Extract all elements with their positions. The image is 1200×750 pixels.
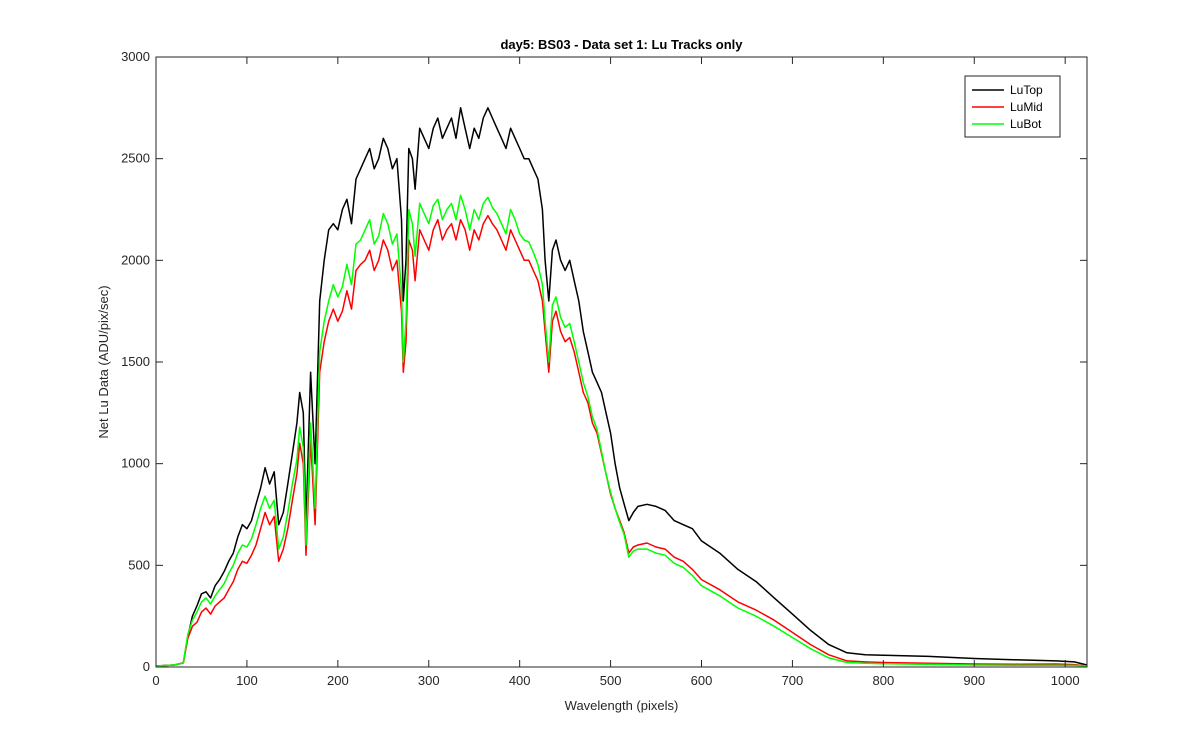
- series-line-lutop: [155, 107, 1088, 667]
- x-axis-label: Wavelength (pixels): [565, 698, 679, 713]
- x-tick-label: 0: [152, 673, 159, 688]
- legend-items: LuTop LuMid LuBot: [972, 83, 1043, 131]
- series-line-lumid: [155, 214, 1088, 667]
- chart-title: day5: BS03 - Data set 1: Lu Tracks only: [500, 37, 743, 52]
- y-tick-label: 1000: [121, 456, 150, 471]
- x-tick-label: 400: [509, 673, 531, 688]
- x-tick-label: 500: [600, 673, 622, 688]
- x-tick-label: 1000: [1051, 673, 1080, 688]
- y-tick-label: 2500: [121, 151, 150, 166]
- series-line-lubot: [155, 194, 1088, 667]
- x-tick-label: 300: [418, 673, 440, 688]
- legend-label-lutop: LuTop: [1010, 83, 1043, 97]
- x-tick-label: 700: [782, 673, 804, 688]
- series-layer: [155, 107, 1088, 667]
- legend-label-lumid: LuMid: [1010, 100, 1043, 114]
- y-axis: 0 500 1000 1500 2000 2500 3000: [121, 49, 1087, 674]
- y-axis-label: Net Lu Data (ADU/pix/sec): [96, 285, 111, 438]
- x-tick-label: 200: [327, 673, 349, 688]
- y-tick-label: 1500: [121, 354, 150, 369]
- x-tick-label: 800: [872, 673, 894, 688]
- legend-label-lubot: LuBot: [1010, 117, 1042, 131]
- y-tick-label: 3000: [121, 49, 150, 64]
- plot-area-background: [156, 57, 1087, 667]
- x-tick-label: 100: [236, 673, 258, 688]
- y-tick-label: 2000: [121, 252, 150, 267]
- x-axis: 0 100 200 300 400 500 600 700 800 900 1000: [152, 57, 1080, 688]
- y-tick-label: 500: [128, 557, 150, 572]
- x-tick-label: 600: [691, 673, 713, 688]
- x-tick-label: 900: [963, 673, 985, 688]
- legend: LuTop LuMid LuBot: [964, 75, 1061, 138]
- y-tick-label: 0: [143, 659, 150, 674]
